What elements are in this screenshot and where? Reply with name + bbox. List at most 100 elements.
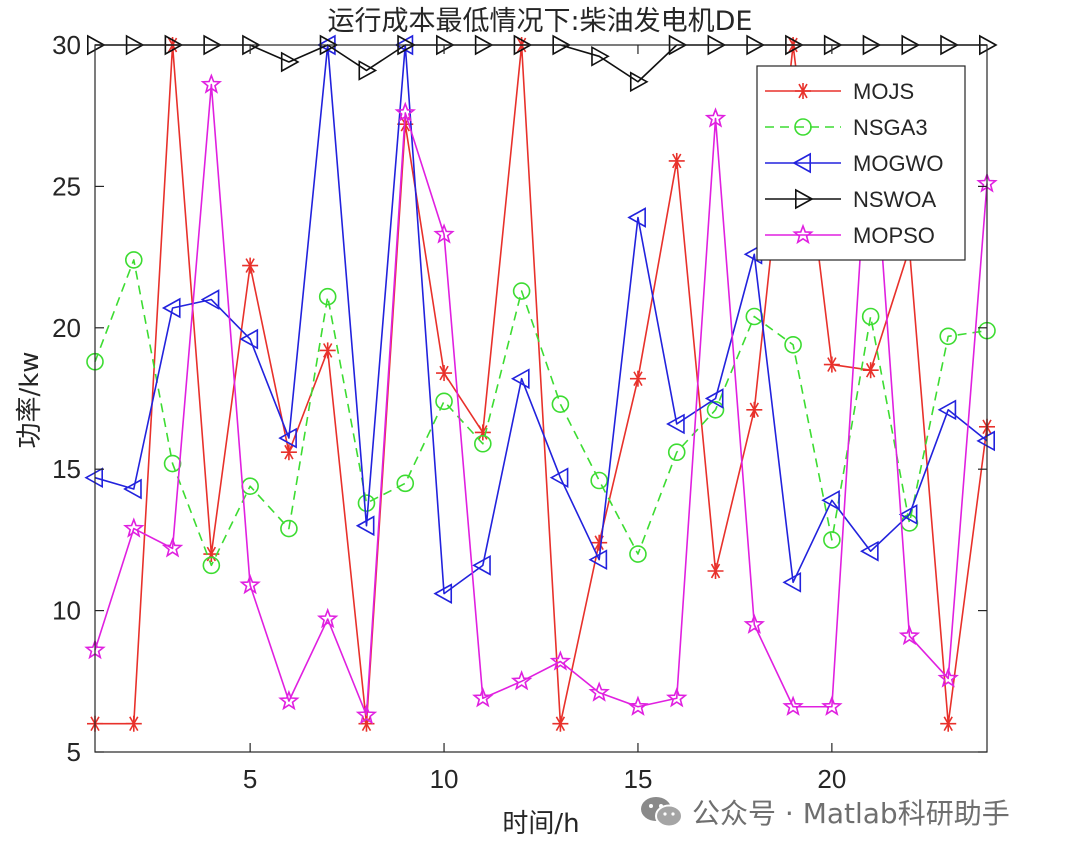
- data-point-mopso: [937, 667, 959, 688]
- data-point-mogwo: [510, 368, 530, 390]
- marker-shape: [743, 613, 766, 634]
- marker-shape: [163, 454, 182, 473]
- data-point-mogwo: [472, 554, 491, 576]
- marker-shape: [821, 695, 843, 716]
- data-point-mogwo: [898, 504, 918, 525]
- marker-shape: [123, 517, 145, 538]
- legend-item-mopso: MOPSO: [765, 223, 935, 248]
- data-point-mogwo: [355, 515, 375, 537]
- data-point-mopso: [743, 613, 766, 634]
- marker-shape: [792, 152, 812, 174]
- marker-shape: [280, 519, 298, 538]
- marker-shape: [667, 443, 686, 462]
- data-point-mogwo: [937, 399, 957, 421]
- marker-shape: [666, 687, 688, 708]
- data-point-mogwo: [84, 467, 103, 489]
- data-point-nsga3: [551, 395, 570, 413]
- legend-marker-nsga3: [794, 118, 812, 136]
- data-point-mogwo: [782, 571, 802, 593]
- data-point-mopso: [666, 687, 688, 708]
- marker-shape: [278, 427, 297, 449]
- marker-shape: [861, 307, 880, 326]
- x-tick-label: 10: [430, 764, 459, 794]
- y-tick-label: 30: [52, 30, 81, 60]
- data-point-mogwo: [976, 430, 996, 452]
- data-point-nsga3: [512, 282, 531, 300]
- marker-shape: [355, 515, 375, 537]
- marker-shape: [976, 430, 996, 452]
- data-point-mojs: [629, 370, 646, 387]
- data-point-nswoa: [87, 34, 106, 56]
- data-point-mogwo: [200, 289, 220, 310]
- data-point-nswoa: [358, 60, 378, 81]
- marker-shape: [472, 687, 494, 708]
- data-point-mopso: [472, 687, 494, 708]
- y-axis-label: 功率/kw: [15, 351, 45, 448]
- legend-label-mojs: MOJS: [853, 79, 914, 104]
- series-mojs: [87, 37, 995, 732]
- marker-shape: [358, 60, 378, 81]
- legend-label-nswoa: NSWOA: [853, 187, 936, 212]
- data-point-mojs: [436, 365, 453, 382]
- y-tick-label: 25: [52, 171, 81, 201]
- data-point-nsga3: [474, 434, 492, 453]
- data-point-nsga3: [280, 519, 298, 538]
- y-tick-label: 10: [52, 596, 81, 626]
- marker-shape: [161, 297, 181, 319]
- data-point-mopso: [433, 223, 455, 244]
- legend-item-mojs: MOJS: [765, 79, 914, 104]
- marker-shape: [472, 554, 491, 576]
- data-point-mopso: [549, 650, 572, 671]
- data-point-nsga3: [396, 474, 415, 493]
- data-point-mojs: [862, 362, 879, 379]
- wechat-icon: [641, 797, 683, 828]
- data-point-mopso: [627, 695, 649, 716]
- marker-shape: [629, 71, 649, 93]
- data-point-mojs: [746, 401, 763, 418]
- marker-shape: [239, 573, 261, 595]
- marker-shape: [588, 681, 610, 702]
- data-point-mopso: [898, 624, 921, 646]
- data-point-nsga3: [939, 327, 958, 346]
- marker-shape: [278, 689, 300, 711]
- data-point-mopso: [278, 689, 300, 711]
- marker-shape: [318, 287, 337, 306]
- data-point-mopso: [316, 607, 339, 629]
- axes-box: [94, 44, 988, 753]
- data-point-mojs: [280, 444, 297, 461]
- data-point-nsga3: [823, 531, 841, 549]
- marker-shape: [898, 504, 918, 525]
- data-point-mojs: [474, 424, 491, 441]
- marker-shape: [629, 545, 647, 563]
- data-point-mojs: [125, 715, 142, 732]
- data-point-mojs: [552, 715, 569, 732]
- legend-marker-mopso: [792, 223, 814, 245]
- data-point-nswoa: [280, 51, 300, 73]
- y-tick-label: 15: [52, 454, 81, 484]
- data-point-mopso: [782, 695, 804, 716]
- marker-shape: [784, 335, 802, 354]
- legend-item-nswoa: NSWOA: [765, 187, 936, 212]
- marker-shape: [823, 531, 841, 549]
- data-point-nsga3: [784, 335, 802, 354]
- data-point-nsga3: [318, 287, 337, 306]
- data-point-mogwo: [433, 583, 453, 604]
- marker-shape: [792, 223, 814, 245]
- marker-shape: [357, 494, 376, 512]
- watermark: 公众号 · Matlab科研助手: [640, 792, 1010, 832]
- data-point-mogwo: [666, 413, 685, 435]
- data-point-nswoa: [591, 45, 610, 67]
- legend-marker-nswoa: [794, 188, 814, 210]
- chart-title: 运行成本最低情况下:柴油发电机DE: [328, 6, 753, 37]
- marker-shape: [939, 327, 958, 346]
- legend-label-nsga3: NSGA3: [853, 115, 928, 140]
- marker-shape: [87, 34, 106, 56]
- data-point-mojs: [668, 152, 685, 169]
- y-tick-label: 20: [52, 313, 81, 343]
- x-tick-label: 5: [243, 764, 257, 794]
- marker-shape: [704, 388, 724, 409]
- data-point-mojs: [940, 715, 957, 732]
- data-point-mogwo: [860, 540, 879, 562]
- data-point-nsga3: [590, 471, 608, 490]
